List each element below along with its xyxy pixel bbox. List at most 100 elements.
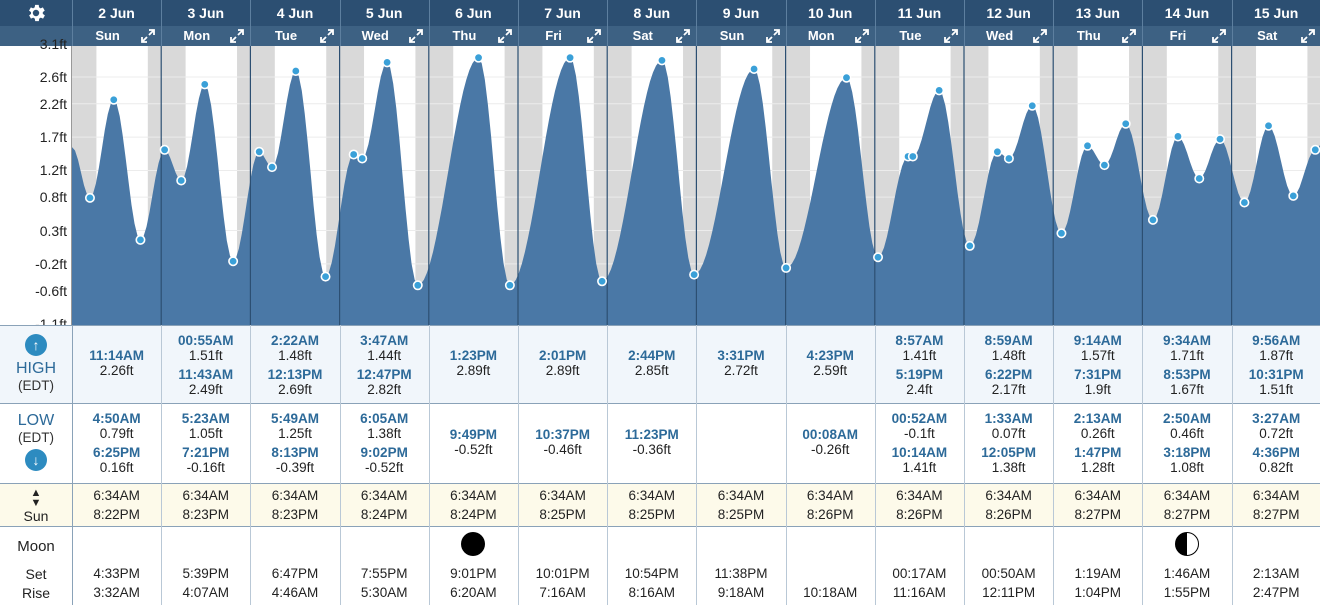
day-header[interactable]: Wed bbox=[340, 26, 429, 46]
day-header[interactable]: Fri bbox=[1142, 26, 1231, 46]
date-header[interactable]: 15 Jun bbox=[1254, 5, 1299, 21]
moonset-time: 10:01PM bbox=[535, 566, 590, 581]
arrow-up-icon: ↑ bbox=[25, 334, 47, 356]
arrow-down-icon: ↓ bbox=[25, 449, 47, 471]
day-header[interactable]: Sun bbox=[696, 26, 785, 46]
tide-extreme-point bbox=[473, 52, 484, 63]
expand-icon[interactable] bbox=[1211, 29, 1226, 49]
tide-extreme-point bbox=[1099, 160, 1110, 171]
tide-time: 6:22PM bbox=[984, 367, 1033, 382]
row-divider bbox=[0, 483, 1320, 484]
expand-icon[interactable] bbox=[854, 29, 869, 49]
y-tick-label: 1.2ft bbox=[39, 162, 67, 179]
day-header[interactable]: Mon bbox=[161, 26, 250, 46]
tide-height: 1.48ft bbox=[278, 348, 312, 363]
tide-height: 2.89ft bbox=[456, 363, 491, 378]
day-label: Sat bbox=[632, 28, 653, 43]
expand-icon[interactable] bbox=[141, 29, 156, 49]
date-header[interactable]: 7 Jun bbox=[544, 5, 581, 21]
tide-height: -0.16ft bbox=[186, 460, 225, 475]
tide-time: 6:05AM bbox=[360, 411, 409, 426]
date-header[interactable]: 9 Jun bbox=[722, 5, 760, 21]
date-header[interactable]: 10 Jun bbox=[808, 5, 853, 21]
expand-icon[interactable] bbox=[676, 29, 691, 49]
tide-extreme-point bbox=[992, 146, 1003, 157]
expand-icon[interactable] bbox=[1122, 29, 1137, 49]
expand-icon[interactable] bbox=[319, 29, 334, 49]
expand-icon[interactable] bbox=[944, 29, 958, 49]
day-header[interactable]: Tue bbox=[250, 26, 339, 46]
day-header[interactable]: Thu bbox=[1053, 26, 1142, 46]
tide-height: 1.41ft bbox=[902, 348, 937, 363]
date-header[interactable]: 5 Jun bbox=[365, 5, 403, 21]
low-tide-row bbox=[0, 403, 1320, 483]
tide-extreme-point bbox=[1263, 120, 1274, 131]
tide-time: 10:14AM bbox=[891, 445, 948, 460]
tide-height: 1.87ft bbox=[1259, 348, 1294, 363]
expand-icon[interactable] bbox=[765, 29, 780, 49]
day-header[interactable]: Sat bbox=[1232, 26, 1320, 46]
tide-height: 1.25ft bbox=[278, 426, 312, 441]
tide-time: 9:49PM bbox=[449, 427, 498, 442]
tide-time: 8:53PM bbox=[1163, 367, 1211, 382]
expand-icon[interactable] bbox=[1300, 29, 1315, 49]
sun-label: Sun bbox=[23, 508, 49, 524]
tide-height: 0.07ft bbox=[991, 426, 1026, 441]
new-moon-icon bbox=[456, 530, 490, 558]
sunrise-time: 6:34AM bbox=[628, 488, 676, 503]
tide-time: 3:27AM bbox=[1252, 411, 1301, 426]
moonrise-time: 6:20AM bbox=[450, 585, 497, 600]
day-label: Wed bbox=[361, 28, 389, 43]
day-header[interactable]: Sun bbox=[72, 26, 161, 46]
date-header[interactable]: 2 Jun bbox=[98, 5, 135, 21]
sunset-time: 8:27PM bbox=[1252, 507, 1300, 522]
date-header[interactable]: 11 Jun bbox=[897, 5, 942, 21]
expand-icon[interactable] bbox=[587, 29, 602, 49]
day-header[interactable]: Thu bbox=[429, 26, 518, 46]
header-separator bbox=[874, 0, 876, 46]
expand-icon[interactable] bbox=[408, 29, 423, 49]
tide-height: 1.48ft bbox=[991, 348, 1026, 363]
expand-icon[interactable] bbox=[498, 29, 512, 49]
moonset-time: 1:19AM bbox=[1074, 566, 1122, 581]
tide-extreme-point bbox=[1027, 100, 1038, 111]
day-header[interactable]: Sat bbox=[607, 26, 696, 46]
date-header[interactable]: 4 Jun bbox=[276, 5, 314, 21]
tide-time: 5:19PM bbox=[895, 367, 944, 382]
tide-time: 8:59AM bbox=[984, 333, 1033, 348]
tide-extreme-point bbox=[597, 276, 608, 287]
date-header[interactable]: 14 Jun bbox=[1164, 5, 1210, 21]
tide-extreme-point bbox=[873, 252, 884, 263]
tide-time: 12:13PM bbox=[267, 367, 323, 382]
tide-extreme-point bbox=[1056, 228, 1067, 239]
expand-icon[interactable] bbox=[1033, 29, 1048, 49]
day-header[interactable]: Fri bbox=[518, 26, 607, 46]
tide-time: 2:22AM bbox=[270, 333, 319, 348]
settings-button[interactable] bbox=[0, 0, 72, 26]
tide-height: 2.4ft bbox=[906, 382, 933, 397]
date-header[interactable]: 13 Jun bbox=[1075, 5, 1120, 21]
tide-extreme-point bbox=[749, 64, 760, 75]
moonset-time: 2:13AM bbox=[1252, 566, 1300, 581]
tide-height: 1.57ft bbox=[1080, 348, 1115, 363]
tide-extreme-point bbox=[1147, 214, 1158, 225]
moonset-label: Set bbox=[25, 566, 47, 582]
moonrise-time: 3:32AM bbox=[93, 585, 140, 600]
low-tz-label: (EDT) bbox=[18, 430, 54, 445]
expand-icon[interactable] bbox=[230, 29, 245, 49]
tide-time: 10:31PM bbox=[1248, 367, 1304, 382]
sunset-time: 8:27PM bbox=[1074, 507, 1122, 522]
high-tide-row bbox=[0, 325, 1320, 403]
date-header[interactable]: 6 Jun bbox=[455, 5, 492, 21]
date-header[interactable]: 12 Jun bbox=[986, 5, 1031, 21]
moon-label: Moon bbox=[17, 538, 55, 555]
day-header[interactable]: Wed bbox=[964, 26, 1053, 46]
sunrise-time: 6:34AM bbox=[271, 488, 319, 503]
date-header[interactable]: 8 Jun bbox=[633, 5, 671, 21]
tide-time: 12:47PM bbox=[356, 367, 412, 382]
tide-height: 2.85ft bbox=[634, 363, 669, 378]
day-header[interactable]: Mon bbox=[786, 26, 875, 46]
day-label: Tue bbox=[274, 28, 298, 43]
day-header[interactable]: Tue bbox=[875, 26, 964, 46]
date-header[interactable]: 3 Jun bbox=[187, 5, 225, 21]
